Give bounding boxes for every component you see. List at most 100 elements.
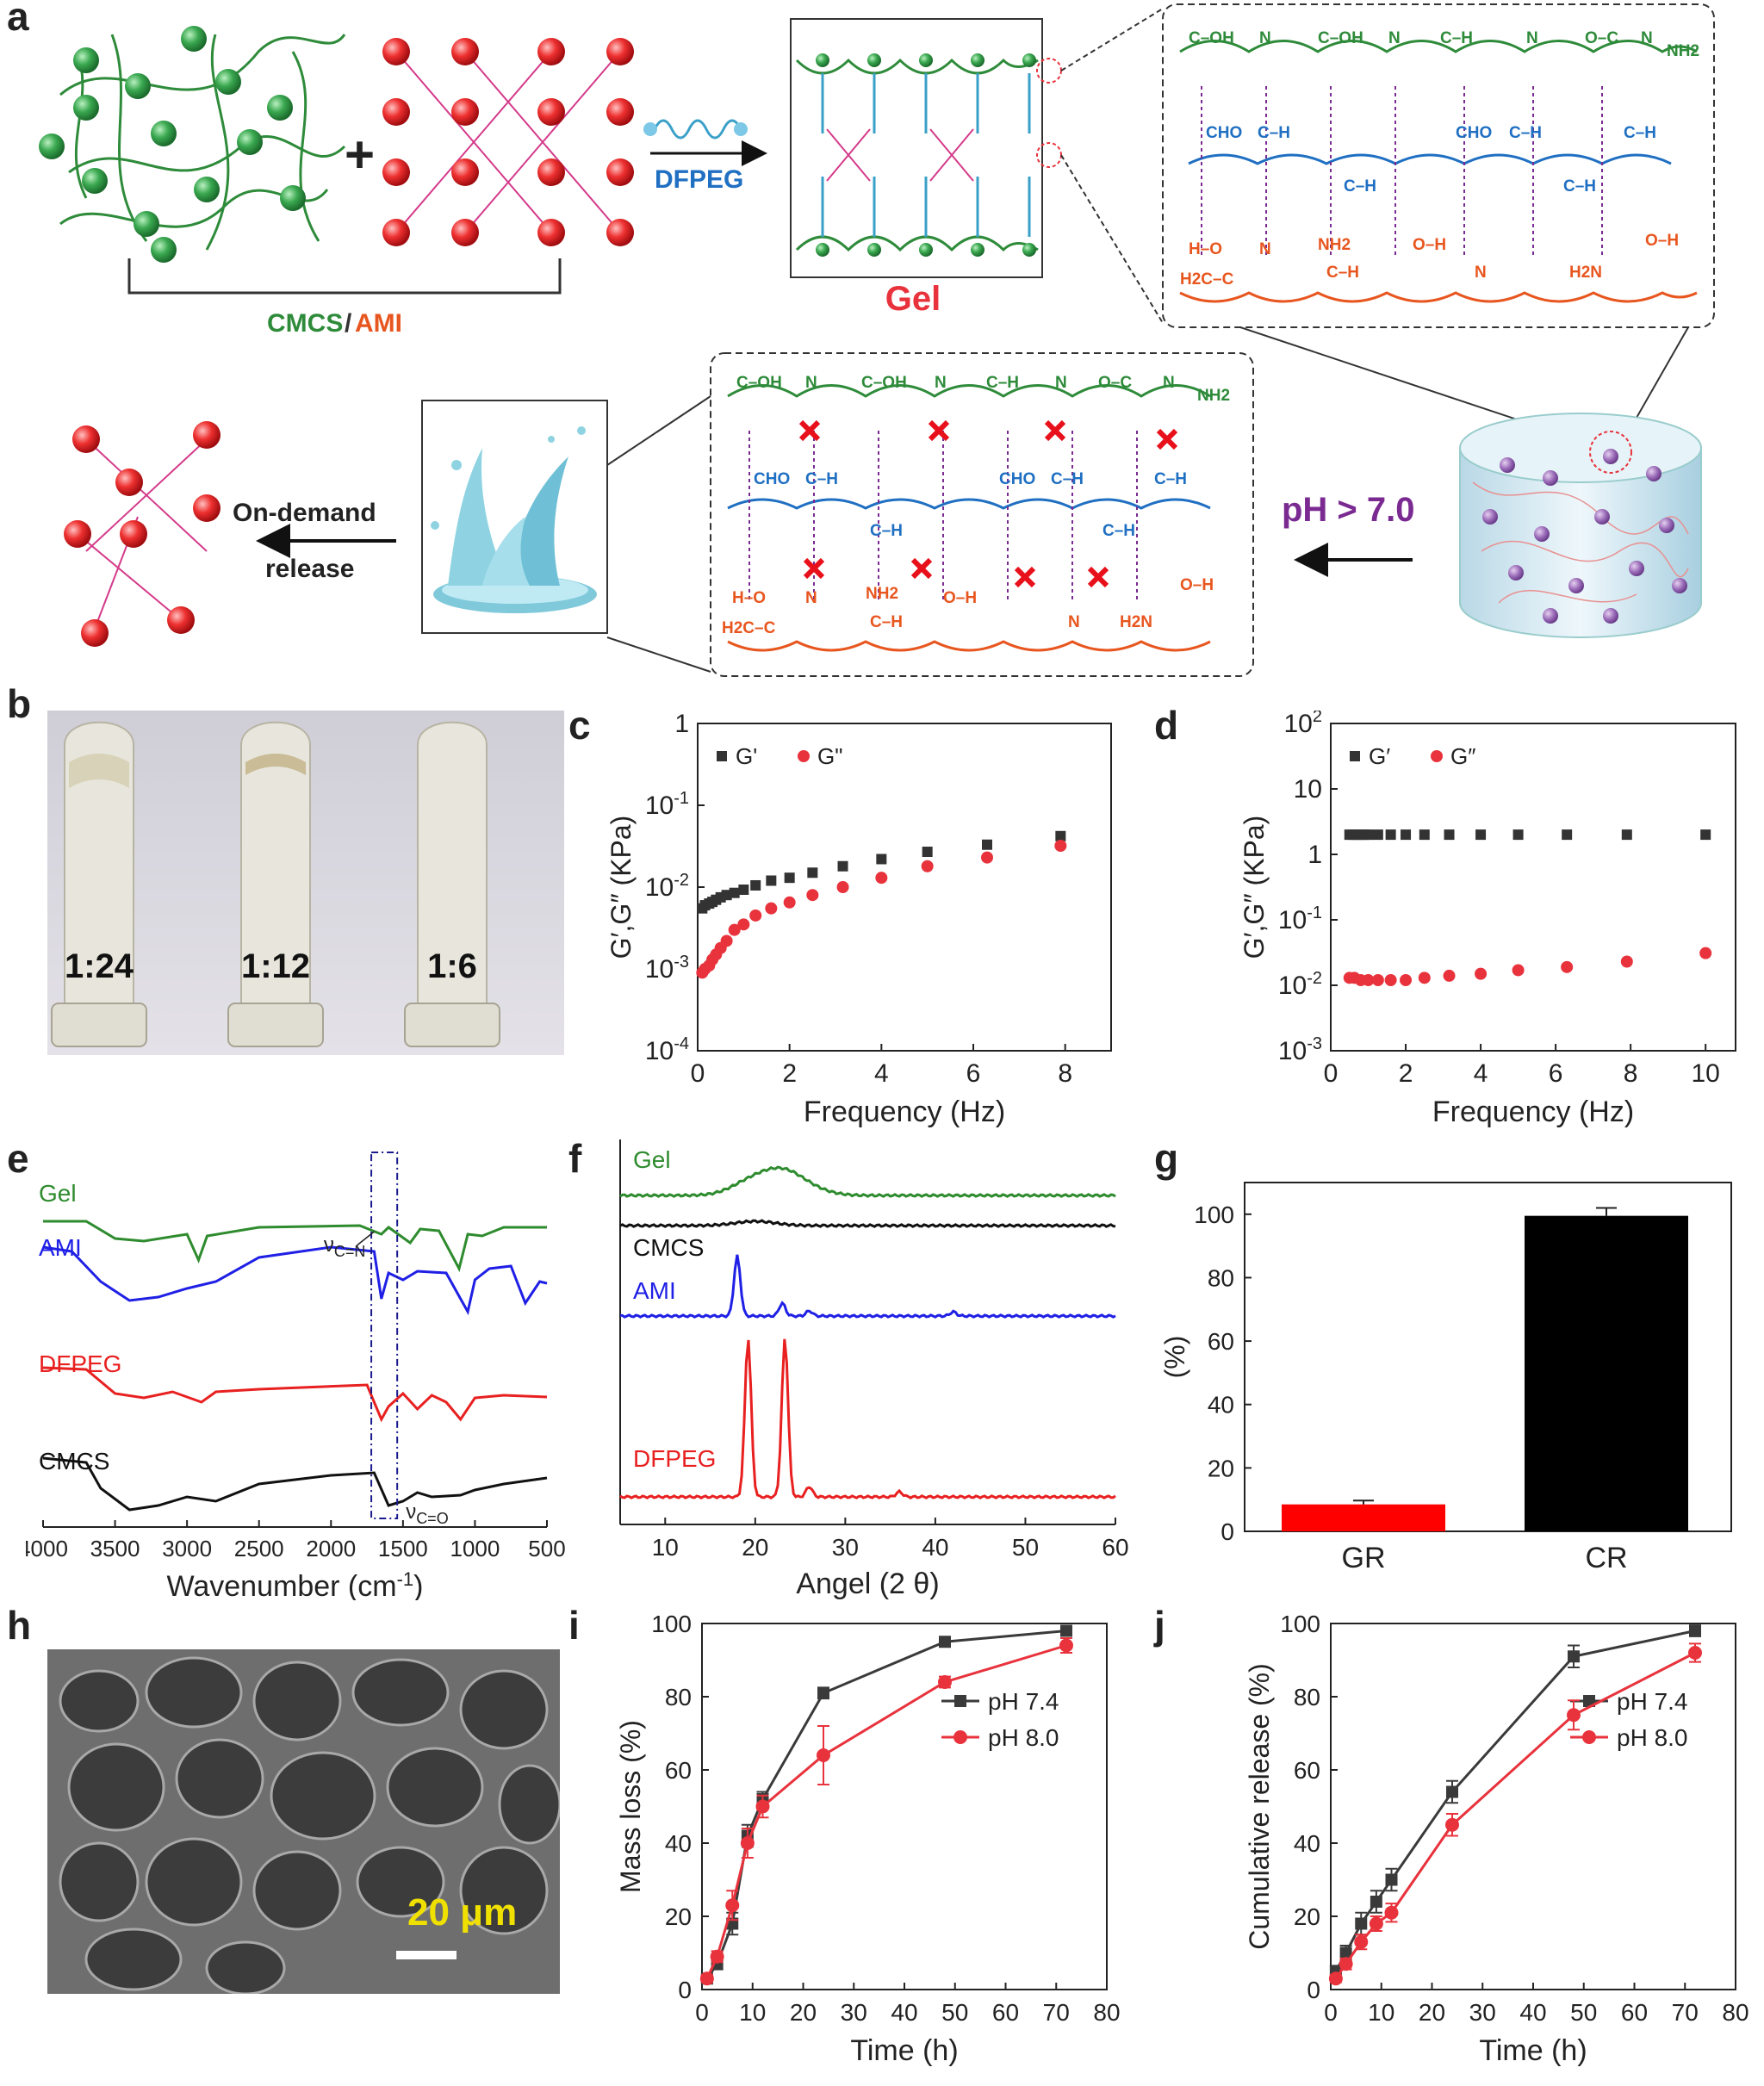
y-tick-label: 10 [1294, 775, 1322, 804]
svg-text:CHO: CHO [754, 470, 790, 488]
data-point [750, 879, 761, 891]
svg-text:N: N [805, 374, 817, 392]
legend-label: pH 8.0 [1617, 1724, 1688, 1751]
data-point [766, 875, 777, 886]
svg-text:C–H: C–H [870, 613, 903, 631]
x-tick-label: 0 [1324, 1999, 1338, 2026]
svg-text:C–H: C–H [805, 470, 838, 488]
data-point [1568, 1650, 1580, 1663]
data-point [981, 851, 993, 864]
series-label: AMI [633, 1277, 676, 1304]
data-point [836, 881, 849, 893]
ami-label: AMI [355, 309, 402, 338]
highlight-box [370, 1152, 399, 1519]
bracket [127, 258, 562, 295]
data-point [1561, 960, 1574, 973]
y-tick-label: 10-3 [1278, 1034, 1322, 1065]
panel-letter-e: e [7, 1136, 29, 1181]
data-point [1401, 829, 1412, 841]
x-tick-label: 70 [1672, 1999, 1699, 2026]
data-point [1419, 829, 1430, 841]
y-tick-label: 102 [1284, 711, 1323, 738]
svg-text:O–H: O–H [943, 589, 977, 607]
ph-trigger-label: pH > 7.0 [1282, 491, 1415, 529]
legend-label: G" [817, 743, 842, 769]
svg-text:O–H: O–H [1180, 576, 1214, 594]
data-point [1369, 1916, 1383, 1931]
legend-marker [953, 1730, 967, 1744]
cmcs-label: CMCS [267, 309, 343, 338]
x-tick-label: 50 [1570, 1999, 1597, 2026]
annotation-pointer [356, 1231, 375, 1246]
release-label-1: On-demand [233, 499, 376, 527]
x-tick-label: 4 [1474, 1059, 1488, 1088]
x-tick-label: 80 [1722, 1999, 1748, 2026]
panel-letter-d: d [1154, 703, 1179, 748]
x-tick-label: 2 [1399, 1059, 1413, 1088]
data-point [1444, 829, 1455, 841]
svg-text:C–OH: C–OH [1189, 29, 1234, 47]
svg-text:H2N: H2N [1569, 264, 1602, 282]
x-tick-label: 0 [1324, 1059, 1339, 1088]
svg-text:C–H: C–H [1326, 264, 1359, 282]
series-label: Gel [39, 1180, 77, 1207]
svg-text:O–H: O–H [1413, 236, 1446, 254]
series-label: CMCS [39, 1448, 109, 1474]
data-point [1059, 1638, 1073, 1653]
data-point [1512, 964, 1525, 977]
x-tick-label: 10 [739, 1999, 766, 2026]
svg-text:H2C–C: H2C–C [1180, 270, 1234, 289]
y-axis-label: G′,G″ (KPa) [1239, 816, 1270, 959]
chart-d: 0 2 4 6 8 10 10-3 10-2 10-1 1 10 102 Frequency (Hz) G… [1239, 711, 1736, 1128]
x-axis-label: Frequency (Hz) [1432, 1096, 1634, 1128]
data-point [1688, 1646, 1702, 1660]
svg-text:C–H: C–H [1258, 124, 1290, 142]
data-point [837, 860, 848, 872]
x-axis-label: Time (h) [1479, 2034, 1587, 2067]
scalebar [396, 1951, 457, 1959]
spectrum-line [42, 1366, 548, 1423]
svg-text:CHO: CHO [1456, 124, 1492, 142]
data-point [783, 896, 796, 909]
x-tick-label: 70 [1043, 1999, 1070, 2026]
svg-text:N: N [805, 589, 817, 607]
legend-label: G″ [1450, 743, 1475, 769]
y-tick-label: 10-3 [645, 953, 689, 984]
x-tick-label: 30 [832, 1534, 859, 1561]
x-tick-label: 40 [1519, 1999, 1546, 2026]
svg-text:H–O: H–O [732, 589, 766, 607]
svg-text:H2N: H2N [1120, 613, 1152, 631]
chem-box-top [1162, 3, 1715, 328]
x-tick-label: 1000 [450, 1536, 500, 1561]
svg-text:N: N [1259, 29, 1271, 47]
x-tick-label: 10 [1368, 1999, 1394, 2026]
svg-text:CHO: CHO [1206, 124, 1242, 142]
svg-text:O–C: O–C [1585, 29, 1618, 47]
data-point [1372, 829, 1383, 841]
x-tick-label: 40 [891, 1999, 917, 2026]
data-point [939, 1636, 951, 1648]
legend-marker [798, 750, 810, 762]
series-line [705, 1644, 1067, 1979]
pattern-line [619, 1219, 1116, 1228]
svg-text:H2C–C: H2C–C [722, 619, 776, 637]
svg-text:N: N [935, 374, 947, 392]
y-tick-label: 0 [1307, 1977, 1320, 2003]
x-tick-label: 2000 [306, 1536, 356, 1561]
svg-text:NH2: NH2 [1667, 42, 1699, 60]
x-tick-label: 4000 [26, 1536, 68, 1561]
x-tick-label: 0 [695, 1999, 709, 2026]
chart-e: 4000 3500 3000 2500 2000 1500 1000 500 Wavenumbe… [26, 1152, 566, 1600]
data-point [1054, 840, 1067, 853]
y-tick-label: 100 [651, 1611, 692, 1637]
x-tick-label: 10 [1691, 1059, 1719, 1088]
data-point [876, 854, 887, 865]
y-tick-label: 40 [665, 1830, 692, 1857]
x-tick-label: 500 [528, 1536, 565, 1561]
svg-text:C–H: C–H [1509, 124, 1542, 142]
x-tick-label: 80 [1093, 1999, 1120, 2026]
gel-label: Gel [885, 280, 941, 318]
y-tick-label: 60 [665, 1757, 692, 1784]
data-point [982, 839, 992, 850]
svg-text:O–H: O–H [1645, 232, 1679, 250]
